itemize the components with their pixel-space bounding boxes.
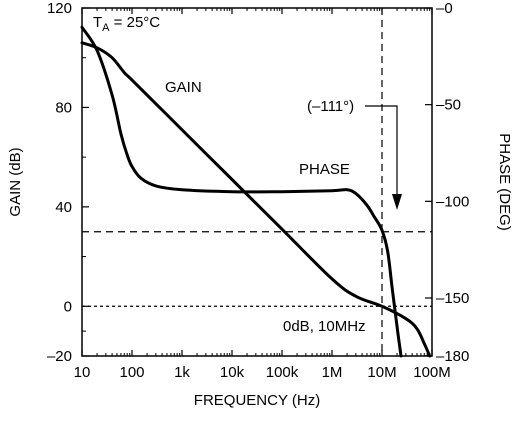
y-tick-label-left: 80 xyxy=(55,99,72,116)
curves xyxy=(80,25,432,358)
y-tick-label-right: –50 xyxy=(436,97,461,114)
y-tick-label-right: –100 xyxy=(436,193,469,210)
y-tick-label-left: 120 xyxy=(47,0,72,17)
x-tick-label: 10k xyxy=(220,364,245,381)
x-tick-label: 100M xyxy=(413,364,451,381)
crossover-label: 0dB, 10MHz xyxy=(283,318,366,335)
phase-margin-leader xyxy=(365,105,398,196)
x-tick-label: 100 xyxy=(119,364,144,381)
reference-lines xyxy=(82,8,432,356)
x-tick-label: 10 xyxy=(74,364,91,381)
x-tick-label: 10M xyxy=(367,364,396,381)
plot-frame xyxy=(81,7,433,357)
y-tick-label-left: 0 xyxy=(64,298,72,315)
phase-curve xyxy=(80,25,403,358)
x-tick-label: 1k xyxy=(174,364,190,381)
y-axis-title-left: GAIN (dB) xyxy=(7,147,24,216)
phase-curve-label: PHASE xyxy=(299,161,350,178)
x-tick-label: 100k xyxy=(266,364,299,381)
temperature-condition: TA = 25°C xyxy=(93,14,160,34)
condition-subscript: A xyxy=(102,22,110,34)
tick-labels: 10 100 1k 10k 100k 1M 10M 100M 120 80 40 0 –20 –0 –50 –… xyxy=(47,0,469,381)
y-tick-label-right: –150 xyxy=(436,290,469,307)
y-axis-title-right: PHASE (DEG) xyxy=(496,133,513,231)
x-tick-label: 1M xyxy=(322,364,343,381)
y-tick-label-right: –180 xyxy=(436,348,469,365)
x-axis-title: FREQUENCY (Hz) xyxy=(194,392,320,409)
condition-value: = 25°C xyxy=(110,14,161,31)
phase-margin-arrowhead xyxy=(392,194,402,210)
axis-ticks xyxy=(81,7,433,357)
y-tick-label-left: 40 xyxy=(55,199,72,216)
y-tick-label-right: –0 xyxy=(436,0,453,17)
gain-curve xyxy=(80,41,432,358)
gain-curve-label: GAIN xyxy=(165,79,202,96)
y-tick-label-left: –20 xyxy=(47,348,72,365)
phase-margin-label: (–111°) xyxy=(307,98,354,115)
condition-t: T xyxy=(93,14,102,31)
